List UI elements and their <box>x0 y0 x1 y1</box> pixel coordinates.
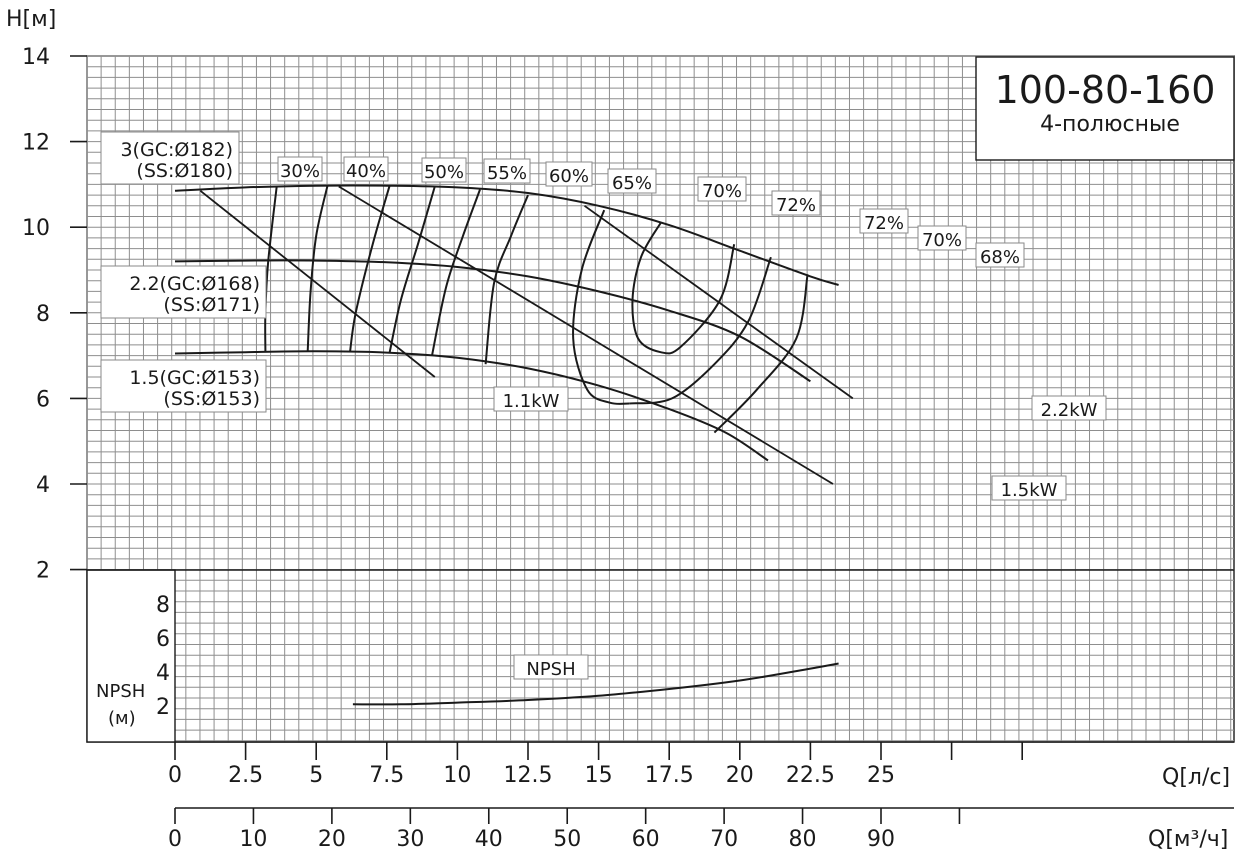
title-box <box>975 56 1235 161</box>
efficiency-contour <box>631 222 736 355</box>
npsh-tick-label: 8 <box>156 593 170 618</box>
efficiency-label: 30% <box>280 161 320 182</box>
efficiency-contour <box>713 274 809 434</box>
npsh-tick-label: 2 <box>156 695 170 720</box>
efficiency-label-box <box>607 168 657 194</box>
efficiency-label-box <box>697 176 747 202</box>
x2-tick-label: 80 <box>789 827 817 852</box>
x2-tick-label: 70 <box>710 827 738 852</box>
power-line <box>583 205 854 400</box>
npsh-tick-label: 6 <box>156 627 170 652</box>
npsh-axis-label: NPSH <box>96 681 145 702</box>
head-curve <box>174 184 839 286</box>
head-curve-label: (SS:Ø180) <box>136 160 233 182</box>
head-curve-label: 2.2(GC:Ø168) <box>129 273 260 295</box>
efficiency-contour <box>484 194 529 365</box>
efficiency-label-box <box>343 156 389 182</box>
power-label-box <box>493 386 569 412</box>
npsh-curve-label: NPSH <box>526 659 575 680</box>
x-tick-label: 10 <box>443 763 471 788</box>
head-curve-label-box <box>100 359 267 413</box>
y-axis-label: H[м] <box>6 7 56 32</box>
x-tick-label: 22.5 <box>786 763 835 788</box>
power-label: 1.5kW <box>1001 480 1058 501</box>
efficiency-label: 50% <box>424 162 464 183</box>
npsh-tick-label: 4 <box>156 661 170 686</box>
head-curve-label: (SS:Ø171) <box>163 294 260 316</box>
efficiency-label-box <box>859 208 909 234</box>
x-tick-label: 7.5 <box>369 763 404 788</box>
x2-tick-label: 60 <box>632 827 660 852</box>
efficiency-label-box <box>421 157 467 183</box>
x-axis-label: Q[л/с] <box>1162 765 1230 790</box>
efficiency-label: 40% <box>346 161 386 182</box>
efficiency-label-box <box>917 225 967 251</box>
npsh-curve <box>352 662 839 706</box>
power-line <box>199 190 436 378</box>
npsh-grid <box>86 569 1234 743</box>
efficiency-contour <box>388 186 436 353</box>
chart-labels: 3(GC:Ø182)(SS:Ø180) 2.2(GC:Ø168)(SS:Ø171)… <box>100 131 1107 680</box>
efficiency-label: 60% <box>549 166 589 187</box>
x-tick-label: 2.5 <box>228 763 263 788</box>
efficiency-contour <box>629 256 772 405</box>
y-tick-label: 10 <box>22 216 50 241</box>
x-axis-label-secondary: Q[м³/ч] <box>1148 827 1228 852</box>
head-curve <box>174 350 769 462</box>
efficiency-label-box <box>277 156 323 182</box>
x-tick-label: 0 <box>168 763 182 788</box>
x-tick-label: 5 <box>309 763 323 788</box>
efficiency-label: 55% <box>487 163 527 184</box>
x2-tick-label: 90 <box>867 827 895 852</box>
power-label-box <box>1031 395 1107 421</box>
head-curve-label-box <box>100 265 267 319</box>
y-tick-label: 6 <box>36 387 50 412</box>
head-curve-label: (SS:Ø153) <box>163 388 260 410</box>
efficiency-label: 72% <box>776 195 816 216</box>
x2-tick-label: 30 <box>396 827 424 852</box>
power-label-box <box>991 475 1067 501</box>
npsh-unit-label: (м) <box>108 708 136 729</box>
y-tick-label: 12 <box>22 131 50 156</box>
efficiency-label: 72% <box>864 213 904 234</box>
efficiency-contour <box>572 209 630 405</box>
head-curve-label: 3(GC:Ø182) <box>120 139 233 161</box>
efficiency-label-box <box>771 190 821 216</box>
x2-tick-label: 10 <box>239 827 267 852</box>
head-curve-label: 1.5(GC:Ø153) <box>129 367 260 389</box>
y-tick-label: 14 <box>22 45 50 70</box>
efficiency-label: 65% <box>612 173 652 194</box>
x2-tick-label: 0 <box>168 827 182 852</box>
power-line <box>338 185 834 485</box>
chart-subtitle: 4-полюсные <box>1040 112 1180 137</box>
x-tick-label: 25 <box>867 763 895 788</box>
efficiency-label: 68% <box>980 247 1020 268</box>
efficiency-label-box <box>975 242 1025 268</box>
head-curve-label-box <box>100 131 240 185</box>
x2-tick-label: 40 <box>475 827 503 852</box>
efficiency-label: 70% <box>702 181 742 202</box>
efficiency-label: 70% <box>922 230 962 251</box>
x-tick-label: 12.5 <box>504 763 553 788</box>
y-tick-label: 4 <box>36 473 50 498</box>
x-tick-label: 17.5 <box>645 763 694 788</box>
efficiency-contour <box>431 189 481 356</box>
chart-curves <box>174 184 854 706</box>
power-label: 1.1kW <box>503 391 560 412</box>
efficiency-contour <box>306 185 329 352</box>
x-tick-label: 15 <box>585 763 613 788</box>
efficiency-label-box <box>483 158 531 184</box>
chart-title: 100-80-160 <box>995 68 1216 112</box>
y-tick-label: 8 <box>36 302 50 327</box>
npsh-curve-label-box <box>513 654 589 680</box>
y-tick-label: 2 <box>36 559 50 584</box>
x2-tick-label: 20 <box>318 827 346 852</box>
power-label: 2.2kW <box>1041 400 1098 421</box>
npsh-axis-box <box>86 569 176 743</box>
efficiency-label-box <box>545 161 593 187</box>
x-tick-label: 20 <box>726 763 754 788</box>
x2-tick-label: 50 <box>553 827 581 852</box>
